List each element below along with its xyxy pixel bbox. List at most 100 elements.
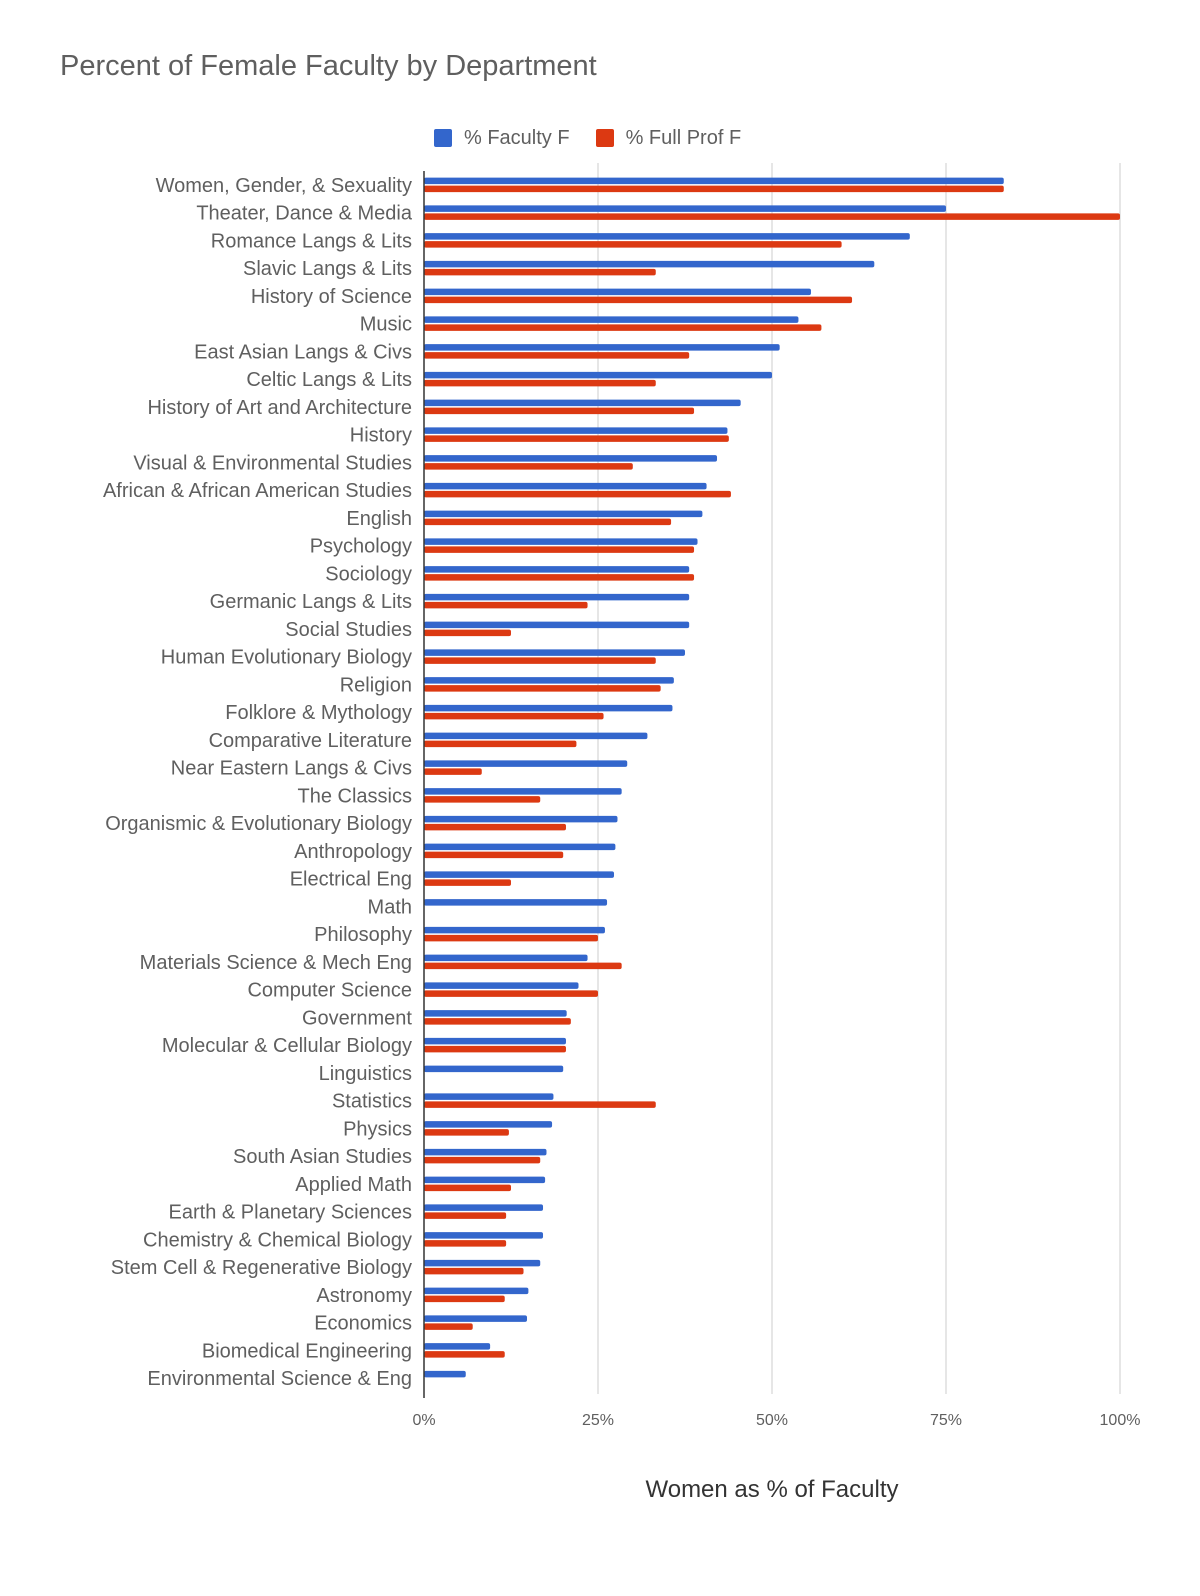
- category-label: Anthropology: [294, 841, 412, 863]
- bar-full-prof: [424, 823, 566, 831]
- bar-faculty: [424, 455, 718, 462]
- bar-faculty: [424, 954, 588, 962]
- bar-faculty: [424, 1315, 528, 1322]
- bar-faculty: [424, 1259, 541, 1267]
- bar-full-prof: [424, 962, 622, 970]
- bar-full-prof: [424, 629, 511, 637]
- bar-full-prof: [424, 685, 661, 692]
- category-label: Comparative Literature: [209, 730, 412, 752]
- bar-faculty: [424, 788, 622, 795]
- bar-faculty: [424, 1037, 566, 1045]
- category-label: History of Art and Architecture: [147, 397, 412, 419]
- bar-faculty: [424, 1121, 553, 1128]
- bar-full-prof: [424, 851, 564, 859]
- bar-full-prof: [424, 241, 842, 248]
- category-label: Romance Langs & Lits: [211, 230, 412, 252]
- bar-faculty: [424, 233, 910, 240]
- bar-full-prof: [424, 1323, 473, 1330]
- bar-full-prof: [424, 379, 656, 387]
- bar-faculty: [424, 677, 674, 684]
- x-tick-label: 25%: [582, 1412, 614, 1429]
- bar-full-prof: [424, 1101, 656, 1108]
- category-label: Physics: [343, 1118, 412, 1140]
- bar-full-prof: [424, 796, 541, 803]
- bar-full-prof: [424, 518, 672, 526]
- category-label: Linguistics: [319, 1063, 412, 1085]
- x-tick-label: 0%: [412, 1412, 435, 1429]
- category-label: Sociology: [325, 563, 412, 585]
- bar-faculty: [424, 205, 946, 212]
- bar-faculty: [424, 538, 698, 545]
- bar-faculty: [424, 482, 707, 490]
- category-label: Applied Math: [295, 1174, 412, 1196]
- category-label: African & African American Studies: [103, 480, 412, 502]
- bar-full-prof: [424, 990, 598, 997]
- bar-full-prof: [424, 1045, 566, 1053]
- bar-full-prof: [424, 463, 633, 470]
- bar-faculty: [424, 1204, 544, 1211]
- bar-faculty: [424, 621, 690, 629]
- bar-full-prof: [424, 407, 695, 415]
- bar-full-prof: [424, 352, 690, 359]
- bar-full-prof: [424, 1156, 541, 1164]
- bar-faculty: [424, 427, 728, 434]
- category-label: Stem Cell & Regenerative Biology: [111, 1257, 412, 1279]
- bar-full-prof: [424, 657, 656, 664]
- bar-faculty: [424, 871, 615, 878]
- category-label: Social Studies: [285, 619, 412, 641]
- category-label: Germanic Langs & Lits: [210, 591, 412, 613]
- bar-faculty: [424, 288, 811, 296]
- bar-faculty: [424, 926, 605, 934]
- category-label: Psychology: [310, 536, 412, 558]
- category-label: History of Science: [251, 286, 412, 308]
- bar-faculty: [424, 260, 875, 268]
- bar-faculty: [424, 316, 799, 323]
- category-label: Chemistry & Chemical Biology: [143, 1229, 412, 1251]
- bar-full-prof: [424, 296, 853, 304]
- bar-faculty: [424, 1010, 567, 1017]
- legend-label-full-prof: % Full Prof F: [625, 126, 742, 149]
- bar-faculty: [424, 1232, 544, 1239]
- category-label: History: [350, 425, 412, 447]
- bar-faculty: [424, 1176, 546, 1184]
- bar-full-prof: [424, 1295, 505, 1303]
- legend-swatch-full-prof: [595, 129, 614, 147]
- x-tick-label: 50%: [756, 1412, 788, 1429]
- legend-swatch-faculty: [434, 129, 452, 147]
- bar-full-prof: [424, 1129, 509, 1136]
- bar-full-prof: [424, 712, 604, 720]
- category-label: Slavic Langs & Lits: [243, 258, 412, 280]
- bar-faculty: [424, 760, 628, 767]
- bar-faculty: [424, 899, 608, 906]
- bar-faculty: [424, 1093, 554, 1100]
- category-label: Electrical Eng: [290, 869, 412, 891]
- category-label: Astronomy: [316, 1285, 412, 1307]
- x-tick-label: 75%: [930, 1412, 962, 1429]
- legend-item-faculty[interactable]: % Faculty F: [434, 127, 570, 150]
- x-tick-label: 100%: [1100, 1412, 1141, 1429]
- x-axis-title: Women as % of Faculty: [645, 1476, 899, 1503]
- bar-full-prof: [424, 1267, 524, 1275]
- bar-faculty: [424, 566, 690, 573]
- bar-full-prof: [424, 601, 588, 609]
- legend: % Faculty F % Full Prof F: [434, 124, 767, 152]
- bar-faculty: [424, 510, 703, 518]
- bar-faculty: [424, 371, 772, 379]
- legend-item-full-prof[interactable]: % Full Prof F: [595, 126, 742, 150]
- category-label: Celtic Langs & Lits: [246, 369, 412, 391]
- category-label: Earth & Planetary Sciences: [169, 1202, 412, 1224]
- bar-faculty: [424, 732, 648, 740]
- chart-title: Percent of Female Faculty by Department: [60, 50, 597, 82]
- category-label: Visual & Environmental Studies: [133, 452, 412, 474]
- category-label: Statistics: [332, 1091, 412, 1113]
- legend-label-faculty: % Faculty F: [464, 126, 570, 149]
- bar-full-prof: [424, 1184, 511, 1192]
- category-label: Materials Science & Mech Eng: [140, 952, 412, 974]
- bar-full-prof: [424, 574, 695, 581]
- category-label: Theater, Dance & Media: [196, 203, 413, 225]
- category-label: Molecular & Cellular Biology: [162, 1035, 412, 1057]
- bar-faculty: [424, 815, 618, 823]
- bar-full-prof: [424, 546, 695, 553]
